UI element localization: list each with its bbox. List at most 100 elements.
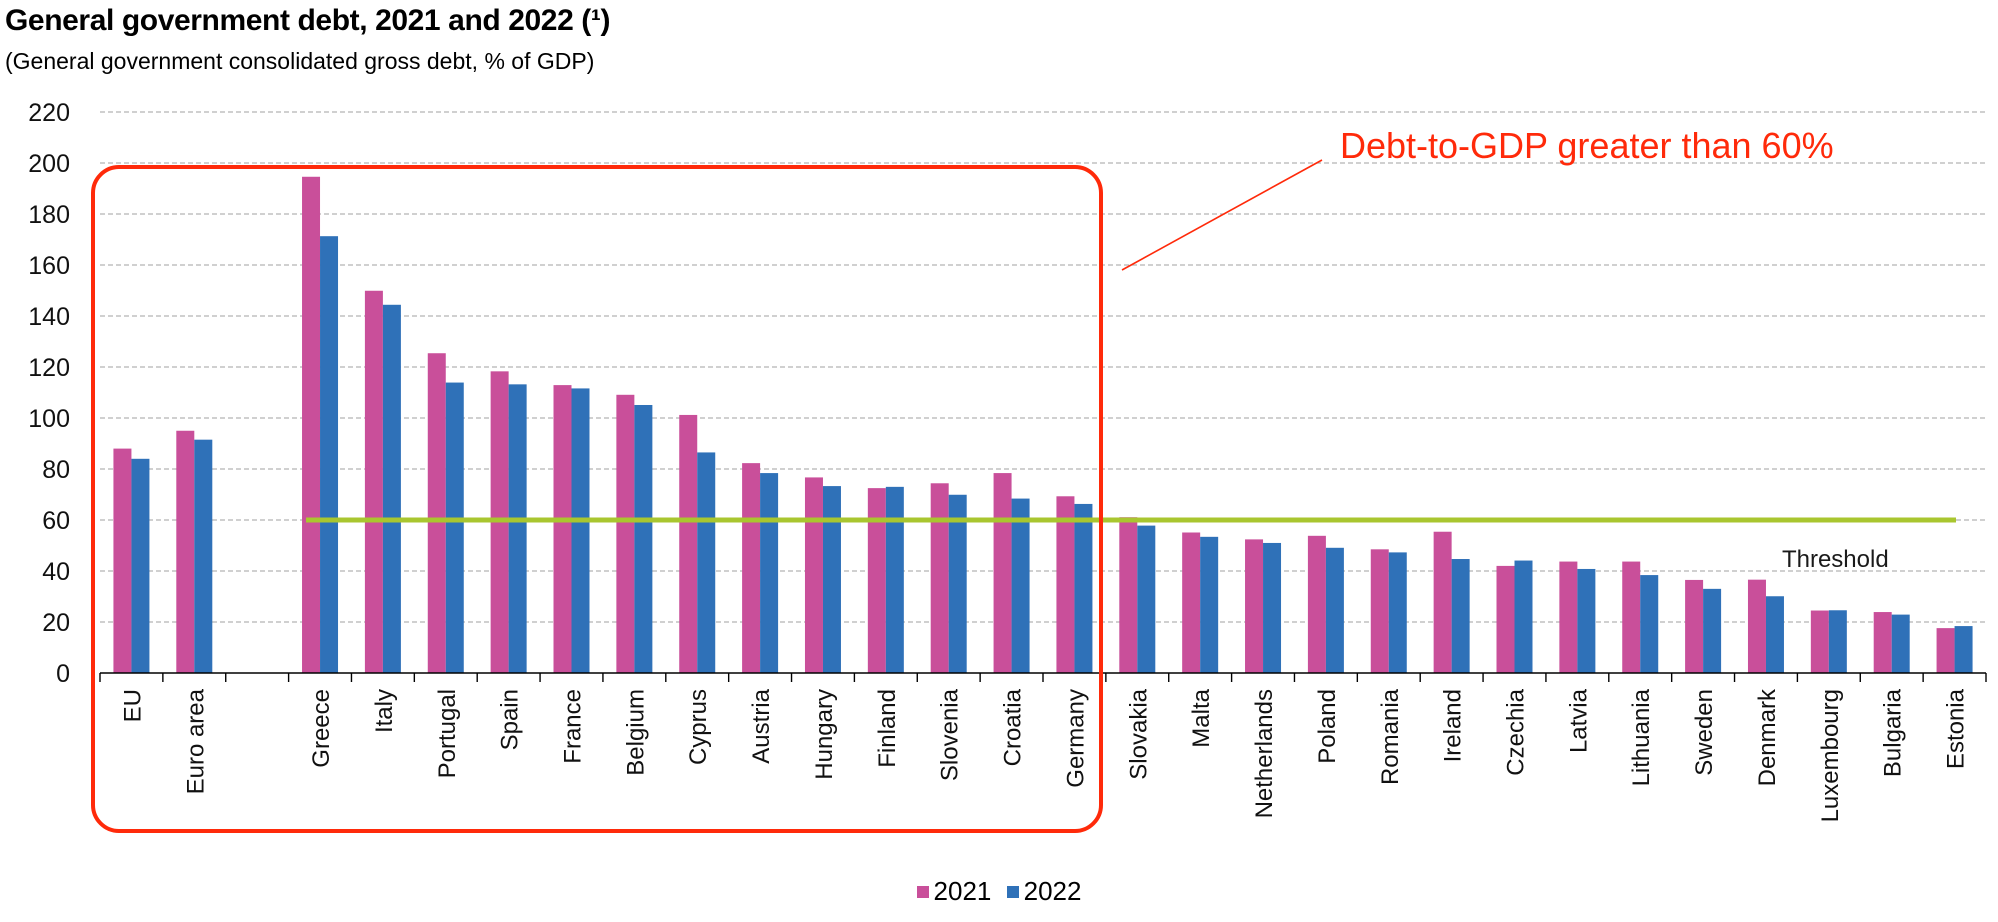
x-category-label: Ireland	[1440, 689, 1467, 762]
y-tick-label: 20	[42, 609, 70, 637]
x-category-label: Lithuania	[1628, 688, 1655, 786]
x-category-label: Spain	[497, 689, 524, 750]
bar-2022	[1200, 536, 1219, 673]
threshold: Threshold	[306, 517, 1956, 573]
bar-2022	[948, 494, 967, 673]
bar-2022	[508, 384, 527, 673]
bar-2022	[1137, 525, 1156, 673]
bar-2021	[302, 176, 321, 673]
bar-2021	[616, 394, 635, 673]
x-category-label: Latvia	[1565, 688, 1592, 753]
x-category-label: Netherlands	[1251, 689, 1278, 818]
bar-2021	[1747, 579, 1766, 673]
y-tick-label: 180	[28, 201, 70, 229]
bar-2021	[867, 488, 886, 673]
y-tick-label: 120	[28, 354, 70, 382]
bar-2022	[1703, 588, 1722, 673]
x-category-label: Germany	[1062, 689, 1089, 788]
y-tick-label: 220	[28, 99, 70, 127]
legend-label-2022: 2022	[1023, 876, 1082, 906]
bar-2021	[804, 477, 823, 673]
y-tick-label: 60	[42, 507, 70, 535]
legend-item-2022: 2022	[1006, 876, 1082, 907]
bar-2021	[1182, 532, 1201, 673]
bar-2021	[1496, 565, 1515, 673]
bars	[113, 176, 1973, 673]
bar-2022	[760, 473, 779, 673]
x-category-label: Portugal	[434, 689, 461, 778]
bar-2022	[1640, 575, 1659, 673]
x-category-label: Poland	[1314, 689, 1341, 764]
legend-item-2021: 2021	[916, 876, 992, 907]
bar-2021	[1119, 517, 1138, 673]
bar-2022	[634, 404, 653, 673]
x-axis: EU Euro area Greece Italy Portugal Spain Franc…	[99, 672, 1987, 822]
x-category-label: Finland	[874, 689, 901, 768]
x-category-label: Euro area	[182, 688, 209, 794]
bar-2021	[679, 414, 698, 673]
x-category-label: Austria	[748, 688, 775, 763]
debt-bar-chart: 0 20 40 60 80 100 120 140 160 180 200 220 Threshold…	[28, 99, 1987, 833]
bar-2021	[993, 473, 1012, 673]
bar-2022	[1451, 559, 1470, 673]
bar-2021	[1245, 539, 1264, 673]
bar-2021	[1685, 579, 1704, 673]
callout-label: Debt-to-GDP greater than 60%	[1340, 125, 1834, 166]
x-category-label: Bulgaria	[1880, 688, 1907, 777]
y-tick-label: 160	[28, 252, 70, 280]
bar-2021	[427, 353, 446, 673]
bar-2021	[930, 483, 949, 673]
bar-2022	[1577, 568, 1596, 673]
gridlines	[100, 111, 1986, 623]
bar-2021	[113, 448, 132, 673]
bar-2022	[1263, 542, 1282, 673]
chart-title: General government debt, 2021 and 2022 (…	[5, 4, 611, 37]
bar-2022	[1765, 596, 1784, 673]
bar-2022	[1891, 614, 1910, 673]
y-tick-label: 0	[56, 660, 70, 688]
bar-2021	[364, 290, 383, 673]
chart-subtitle: (General government consolidated gross d…	[5, 48, 595, 74]
y-tick-label: 40	[42, 558, 70, 586]
x-category-label: Czechia	[1503, 688, 1530, 775]
x-category-label: Denmark	[1754, 688, 1781, 786]
bar-2022	[1514, 560, 1533, 673]
y-tick-label: 100	[28, 405, 70, 433]
bar-2021	[1622, 561, 1641, 673]
bar-2022	[445, 382, 464, 673]
bar-2022	[1388, 552, 1407, 673]
legend-label-2021: 2021	[933, 876, 992, 906]
legend: 2021 2022	[0, 876, 1998, 907]
bar-2021	[1307, 535, 1326, 673]
bar-2021	[553, 385, 572, 673]
bar-2021	[1559, 561, 1578, 673]
bar-2022	[822, 486, 841, 673]
bar-2022	[1325, 547, 1344, 673]
x-category-label: Luxembourg	[1817, 689, 1844, 822]
bar-2021	[1433, 531, 1452, 673]
bar-2022	[1828, 610, 1847, 673]
highlight-box	[91, 165, 1103, 833]
x-category-label: Cyprus	[685, 689, 712, 765]
bar-2021	[176, 430, 195, 673]
x-category-label: Italy	[371, 689, 398, 733]
x-category-label: Slovakia	[1125, 688, 1152, 779]
x-category-label: Romania	[1377, 688, 1404, 785]
x-category-label: Malta	[1188, 688, 1215, 747]
y-tick-label: 140	[28, 303, 70, 331]
bar-2022	[1011, 498, 1030, 673]
x-category-label: France	[560, 689, 587, 764]
threshold-label: Threshold	[1782, 546, 1889, 573]
bar-2021	[1810, 610, 1829, 673]
bar-2022	[697, 452, 716, 673]
x-category-label: Slovenia	[937, 688, 964, 781]
bar-2021	[1873, 612, 1892, 673]
x-category-label: Estonia	[1943, 688, 1970, 769]
bar-2021	[742, 463, 761, 673]
legend-swatch-2021	[916, 886, 929, 898]
bar-2021	[1056, 496, 1075, 673]
y-tick-label: 200	[28, 150, 70, 178]
x-category-label: Hungary	[811, 689, 838, 780]
bar-2022	[885, 486, 904, 673]
x-category-label: EU	[119, 689, 146, 722]
